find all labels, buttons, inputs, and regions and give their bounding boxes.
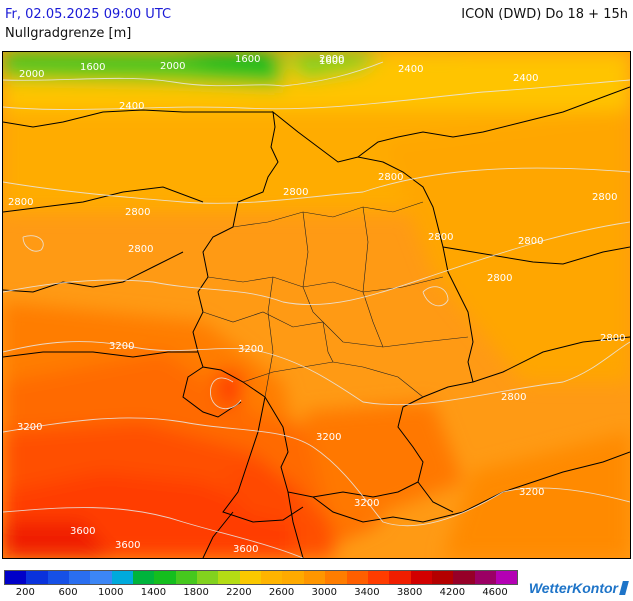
legend-swatch [239,571,262,584]
legend-swatch [346,571,368,584]
model-run-label: ICON (DWD) Do 18 + 15h [461,7,628,22]
legend-tick-label: 2600 [268,587,295,598]
legend-tick-label: 1000 [98,587,124,598]
legend-swatch [90,571,112,584]
logo-text: WetterKontor [528,580,618,596]
contour-label: 2400 [513,73,538,84]
legend-color-bar [4,570,519,585]
contour-label: 3600 [233,544,258,555]
legend-swatch [325,571,347,584]
contour-label: 3200 [316,432,341,443]
contour-label: 2800 [428,232,453,243]
contour-label: 2800 [501,392,526,403]
contour-labels: 1600 2000 1600 2000 1600 2000 2400 2400 … [8,54,625,555]
parameter-title: Nullgradgrenze [m] [5,26,132,41]
contour-label: 3200 [238,344,263,355]
legend-swatch [282,571,304,584]
contour-label: 3200 [109,341,134,352]
contour-label: 1600 [235,54,260,65]
legend-swatch [431,571,454,584]
contour-label: 2800 [592,192,617,203]
contour-label: 2000 [19,69,44,80]
contour-label: 3200 [354,498,379,509]
legend-swatch [389,571,411,584]
forecast-datetime: Fr, 02.05.2025 09:00 UTC [5,7,172,22]
contour-label: 1600 [319,56,344,67]
legend-swatch [111,571,134,584]
contour-label: 2800 [8,197,33,208]
legend-swatch [474,571,496,584]
contour-label: 2800 [125,207,150,218]
legend-swatch [69,571,91,584]
isolines [3,61,630,558]
contour-label: 2800 [518,236,543,247]
legend-tick-label: 600 [58,587,78,598]
legend-swatch [303,571,326,584]
legend-tick-label: 2200 [226,587,252,598]
legend-swatch [26,571,48,584]
map-canvas: 1600 2000 1600 2000 1600 2000 2400 2400 … [3,52,630,558]
country-borders [3,86,630,558]
legend-swatch [453,571,475,584]
contour-label: 2000 [319,54,344,65]
legend-swatch [495,571,518,584]
legend-tick-label: 3000 [311,587,337,598]
contour-label: 2800 [600,333,625,344]
logo-mark-icon [619,581,629,595]
legend-tick-label: 200 [15,587,35,598]
contour-label: 2400 [398,64,423,75]
contour-label: 2400 [119,101,144,112]
legend-tick-label: 3400 [354,587,380,598]
contour-label: 2000 [160,61,185,72]
legend-tick-label: 1400 [140,587,167,598]
contour-label: 3600 [70,526,95,537]
legend-swatch [175,571,198,584]
contour-label: 3200 [519,487,544,498]
legend-swatch [154,571,176,584]
legend-swatch [197,571,219,584]
legend-tick-label: 4600 [482,587,508,598]
legend-tick-labels: 200 600 1000 1400 1800 2200 2600 3000 3400 3800 42… [4,587,518,601]
legend-tick-label: 3800 [396,587,423,598]
contour-label: 3200 [17,422,42,433]
contour-label: 2800 [128,244,153,255]
color-legend: 200 600 1000 1400 1800 2200 2600 3000 3400 3800 42… [4,570,519,601]
legend-swatch [133,571,155,584]
legend-tick-label: 4200 [439,587,466,598]
legend-swatch [410,571,432,584]
legend-swatch [261,571,283,584]
contour-label: 2800 [487,273,512,284]
legend-swatch [47,571,70,584]
legend-swatch [218,571,240,584]
contour-label: 2800 [378,172,403,183]
freezing-level-map[interactable]: 1600 2000 1600 2000 1600 2000 2400 2400 … [2,51,631,559]
contour-label: 2800 [283,187,308,198]
contour-label: 1600 [80,62,105,73]
legend-swatch [367,571,390,584]
legend-swatch [5,571,27,584]
contour-label: 3600 [115,540,140,551]
legend-tick-label: 1800 [183,587,209,598]
wetterkontor-logo[interactable]: WetterKontor [528,580,629,596]
